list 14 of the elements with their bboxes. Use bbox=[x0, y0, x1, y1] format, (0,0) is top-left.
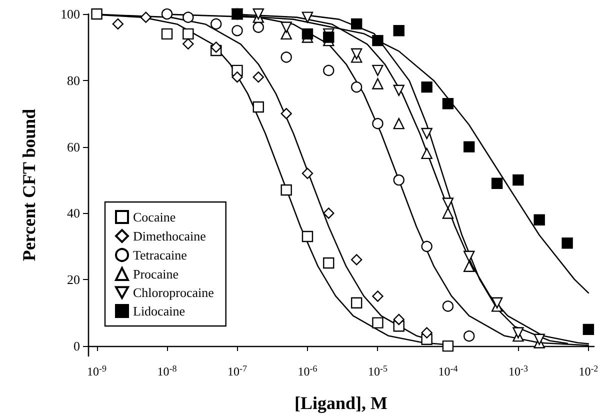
y-tick-label: 0 bbox=[74, 338, 80, 354]
legend-label: Chloroprocaine bbox=[133, 285, 214, 300]
y-axis-title: Percent CFT bound bbox=[19, 108, 39, 262]
legend-label: Dimethocaine bbox=[133, 228, 206, 244]
y-tick-label: 40 bbox=[67, 206, 80, 221]
legend-label: Cocaine bbox=[133, 210, 176, 224]
legend-label: Lidocaine bbox=[133, 304, 186, 318]
y-tick-label: 60 bbox=[67, 139, 80, 154]
y-tick-label: 20 bbox=[67, 272, 80, 288]
legend-label: Tetracaine bbox=[133, 248, 188, 262]
y-tick-label: 100 bbox=[60, 6, 80, 22]
y-tick-label: 80 bbox=[67, 72, 80, 88]
x-axis-title: [Ligand], M bbox=[294, 393, 388, 413]
legend-label: Procaine bbox=[133, 266, 179, 282]
